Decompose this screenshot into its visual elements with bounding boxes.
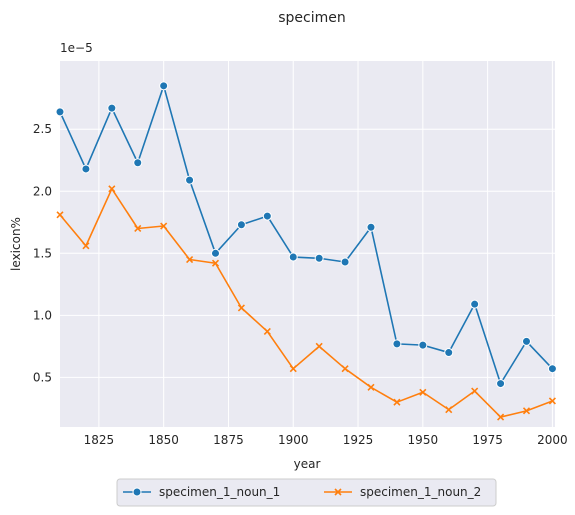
series-line — [59, 85, 553, 385]
data-point — [236, 220, 246, 230]
x-tick-label: 2000 — [537, 433, 568, 447]
y-axis-multiplier: 1e−5 — [60, 41, 93, 55]
y-axis-ticks: 0.5 1.0 1.5 2.0 2.5 — [33, 122, 52, 384]
y-axis-label: lexicon% — [9, 217, 23, 271]
data-point — [211, 259, 220, 267]
x-tick-label: 1875 — [213, 433, 244, 447]
data-point — [210, 248, 220, 258]
y-tick-label: 2.0 — [33, 184, 52, 198]
data-point — [340, 257, 350, 267]
data-point — [108, 185, 116, 193]
data-point — [82, 242, 90, 250]
data-point — [107, 103, 117, 113]
data-point — [315, 342, 323, 350]
legend: specimen_1_noun_1 specimen_1_noun_2 — [116, 478, 497, 507]
y-tick-label: 0.5 — [33, 370, 52, 384]
data-point — [496, 379, 506, 389]
series-line — [59, 187, 553, 418]
data-point — [159, 81, 169, 91]
series-specimen_1_noun_1 — [55, 81, 557, 389]
data-point — [133, 158, 143, 168]
data-point — [185, 175, 195, 185]
data-point — [341, 365, 349, 373]
y-tick-label: 2.5 — [33, 122, 52, 136]
data-point — [367, 383, 375, 391]
plot-area — [60, 61, 555, 427]
data-point — [134, 224, 142, 233]
y-tick-label: 1.0 — [33, 308, 52, 322]
data-point — [289, 365, 297, 373]
data-point — [418, 340, 428, 350]
x-tick-label: 1925 — [343, 433, 374, 447]
data-point — [548, 397, 556, 405]
data-point — [366, 222, 376, 232]
data-point — [160, 222, 168, 230]
legend-entry: specimen_1_noun_1 — [123, 485, 280, 499]
data-point — [314, 253, 324, 263]
series-specimen_1_noun_2 — [56, 185, 556, 421]
data-point — [471, 387, 479, 395]
legend-marker — [334, 488, 342, 496]
x-tick-label: 1825 — [84, 433, 115, 447]
x-tick-label: 1850 — [148, 433, 179, 447]
data-point — [392, 339, 402, 349]
data-point — [55, 107, 65, 117]
x-axis-ticks: 1825 1850 1875 1900 1925 1950 1975 2000 — [84, 433, 568, 447]
data-point — [444, 348, 454, 358]
legend-label: specimen_1_noun_2 — [360, 485, 481, 499]
data-point — [445, 406, 453, 414]
data-point — [419, 388, 427, 396]
data-point — [81, 164, 91, 174]
legend-entry: specimen_1_noun_2 — [324, 485, 481, 499]
data-point — [237, 304, 245, 312]
legend-label: specimen_1_noun_1 — [159, 485, 280, 499]
data-point — [56, 211, 64, 219]
data-point — [186, 255, 194, 264]
x-tick-label: 1975 — [472, 433, 503, 447]
legend-marker — [132, 487, 142, 497]
data-point — [393, 398, 401, 406]
data-point — [263, 327, 271, 336]
y-tick-label: 1.5 — [33, 246, 52, 260]
data-point — [522, 407, 531, 415]
data-point — [521, 336, 531, 346]
data-point — [470, 299, 480, 309]
x-tick-label: 1900 — [278, 433, 309, 447]
x-axis-label: year — [294, 457, 321, 471]
x-tick-label: 1950 — [408, 433, 439, 447]
chart-title: specimen — [278, 10, 346, 26]
data-point — [262, 211, 272, 221]
legend-frame — [116, 478, 497, 507]
data-point — [497, 413, 505, 421]
data-point — [547, 364, 557, 374]
data-point — [288, 252, 298, 262]
series-layer — [55, 81, 557, 421]
